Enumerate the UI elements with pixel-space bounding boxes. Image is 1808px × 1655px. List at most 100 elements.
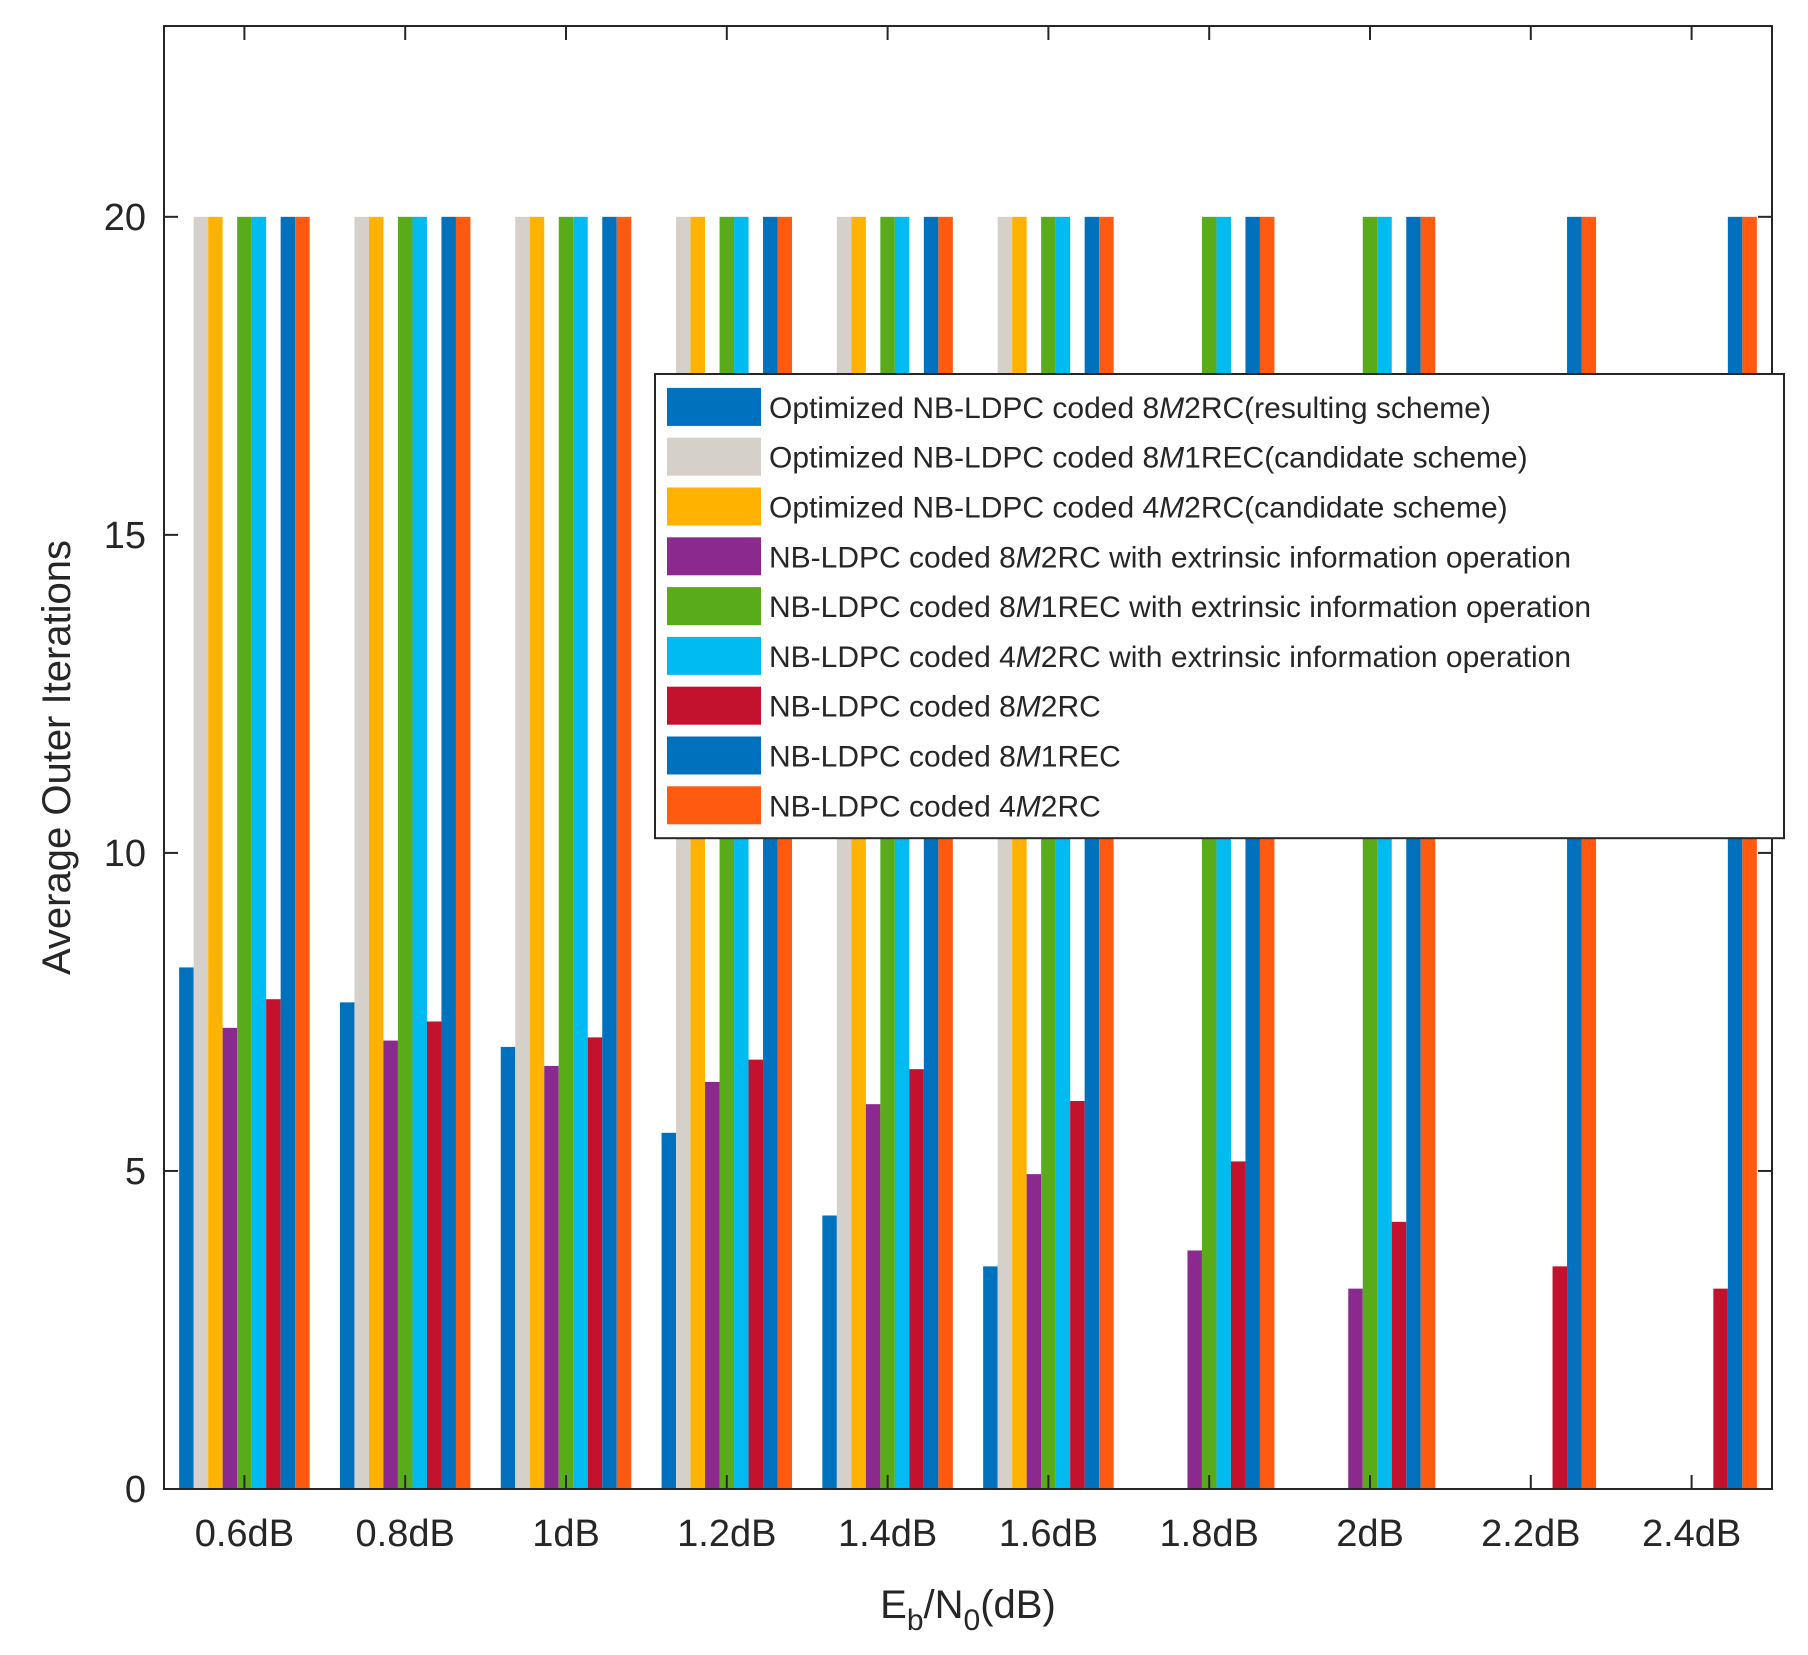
y-tick-label: 5 (125, 1151, 146, 1193)
bar-1dB-series-3 (529, 216, 545, 1490)
legend-label-italic: M (1159, 492, 1184, 525)
x-tick-label: 0.6dB (195, 1513, 294, 1555)
bar-1.8dB-series-7 (1230, 1161, 1246, 1489)
x-axis-label-mid: /N (924, 1583, 964, 1627)
bar-2.4dB-series-7 (1713, 1288, 1728, 1489)
y-tick-label: 15 (104, 515, 146, 557)
bar-0.6dB-series-9 (295, 216, 310, 1490)
legend-label-text: NB-LDPC coded 8 (769, 691, 1016, 724)
legend-label-text: 2RC (1041, 691, 1101, 724)
bar-1dB-series-8 (602, 216, 617, 1490)
legend-swatch-5 (667, 587, 761, 626)
legend-label-text: 1REC (1041, 741, 1121, 774)
bar-0.6dB-series-6 (251, 216, 267, 1490)
bar-1.8dB-series-4 (1187, 1250, 1202, 1489)
legend-box (654, 373, 1785, 840)
legend-label-3: Optimized NB-LDPC coded 4M2RC(candidate … (769, 492, 1508, 525)
bar-0.8dB-series-2 (354, 216, 369, 1490)
legend-label-1: Optimized NB-LDPC coded 8M2RC(resulting … (769, 392, 1491, 425)
bar-0.6dB-series-1 (179, 967, 194, 1489)
legend-label-italic: M (1016, 741, 1041, 774)
bar-0.6dB-series-7 (266, 999, 281, 1489)
bar-1dB-series-1 (500, 1046, 516, 1489)
legend-label-8: NB-LDPC coded 8M1REC (769, 741, 1121, 774)
legend-label-text: 1REC(candidate scheme) (1184, 442, 1528, 475)
legend-swatch-8 (667, 736, 761, 775)
bar-0.6dB-series-5 (237, 216, 252, 1490)
bar-0.6dB-series-4 (222, 1027, 238, 1489)
legend-swatch-2 (667, 437, 761, 476)
bar-0.8dB-series-6 (412, 216, 427, 1490)
x-tick-label: 1.4dB (838, 1513, 937, 1555)
bar-1.6dB-series-4 (1026, 1174, 1042, 1489)
x-axis-ticks: 0.6dB 0.8dB 1dB 1.2dB 1.4dB 1.6dB 1.8dB 2dB 2.2d… (195, 26, 1741, 1555)
legend-swatch-4 (667, 537, 761, 576)
legend-label-text: NB-LDPC coded 8 (769, 741, 1016, 774)
y-tick-label: 20 (104, 197, 146, 239)
x-tick-label: 2.4dB (1642, 1513, 1741, 1555)
legend-label-text: 2RC(candidate scheme) (1184, 492, 1507, 525)
legend-label-5: NB-LDPC coded 8M1REC with extrinsic info… (769, 591, 1591, 624)
bar-1dB-series-4 (544, 1066, 559, 1489)
legend-label-italic: M (1016, 790, 1041, 823)
bar-0.8dB-series-7 (426, 1021, 442, 1489)
bar-0.6dB-series-3 (208, 216, 223, 1490)
bar-1.2dB-series-7 (748, 1059, 764, 1489)
bar-1.4dB-series-1 (822, 1215, 837, 1489)
legend-label-italic: M (1016, 691, 1041, 724)
x-tick-label: 2dB (1336, 1513, 1404, 1555)
legend-items: Optimized NB-LDPC coded 8M2RC(resulting … (667, 387, 1591, 825)
x-axis-label: Eb/N0(dB) (880, 1583, 1056, 1637)
bar-1.6dB-series-7 (1070, 1100, 1085, 1489)
bar-0.6dB-series-2 (193, 216, 209, 1490)
legend-label-4: NB-LDPC coded 8M2RC with extrinsic infor… (769, 541, 1571, 574)
bar-0.8dB-series-9 (455, 216, 471, 1490)
legend-label-italic: M (1159, 392, 1184, 425)
x-axis-label-subscript-b: b (907, 1604, 924, 1637)
legend-label-italic: M (1016, 591, 1041, 624)
legend-swatch-6 (667, 636, 761, 675)
legend-label-6: NB-LDPC coded 4M2RC with extrinsic infor… (769, 641, 1571, 674)
legend-label-7: NB-LDPC coded 8M2RC (769, 691, 1101, 724)
legend-label-2: Optimized NB-LDPC coded 8M1REC(candidate… (769, 442, 1528, 475)
x-tick-label: 1.6dB (999, 1513, 1098, 1555)
bar-2.2dB-series-7 (1552, 1266, 1568, 1489)
legend-label-text: NB-LDPC coded 8 (769, 541, 1016, 574)
bar-0.8dB-series-3 (368, 216, 384, 1490)
bar-0.8dB-series-4 (383, 1040, 398, 1489)
legend-label-text: NB-LDPC coded 4 (769, 790, 1016, 823)
bar-2dB-series-4 (1348, 1288, 1363, 1489)
bar-1.2dB-series-1 (661, 1132, 677, 1489)
bar-1dB-series-2 (515, 216, 530, 1490)
legend-label-text: 1REC with extrinsic information operatio… (1041, 591, 1591, 624)
x-axis-label-tail: (dB) (980, 1583, 1056, 1627)
bar-1dB-series-5 (558, 216, 574, 1490)
legend-label-text: Optimized NB-LDPC coded 8 (769, 442, 1159, 475)
x-tick-label: 1.2dB (677, 1513, 776, 1555)
bar-0.8dB-series-1 (339, 1002, 355, 1489)
bar-1dB-series-6 (573, 216, 588, 1490)
bar-1.2dB-series-4 (705, 1081, 720, 1489)
bar-1dB-series-9 (616, 216, 632, 1490)
legend-label-italic: M (1159, 442, 1184, 475)
bar-0.8dB-series-5 (397, 216, 413, 1490)
legend-label-text: Optimized NB-LDPC coded 4 (769, 492, 1159, 525)
x-axis-label-subscript-0: 0 (964, 1604, 981, 1637)
x-tick-label: 0.8dB (356, 1513, 455, 1555)
x-tick-label: 1dB (532, 1513, 600, 1555)
bar-0.8dB-series-8 (441, 216, 456, 1490)
legend-swatch-7 (667, 686, 761, 725)
legend-label-italic: M (1016, 641, 1041, 674)
y-axis-ticks: 0 5 10 15 20 (104, 197, 1772, 1511)
legend-swatch-9 (667, 786, 761, 825)
legend-label-text: 2RC (1041, 790, 1101, 823)
bar-1.6dB-series-1 (983, 1266, 998, 1489)
legend-label-text: Optimized NB-LDPC coded 8 (769, 392, 1159, 425)
legend-label-9: NB-LDPC coded 4M2RC (769, 790, 1101, 823)
legend-swatch-3 (667, 487, 761, 526)
bar-0.6dB-series-8 (280, 216, 296, 1490)
legend-label-text: 2RC with extrinsic information operation (1041, 541, 1571, 574)
legend-swatch-1 (667, 387, 761, 426)
legend-label-text: 2RC(resulting scheme) (1184, 392, 1491, 425)
